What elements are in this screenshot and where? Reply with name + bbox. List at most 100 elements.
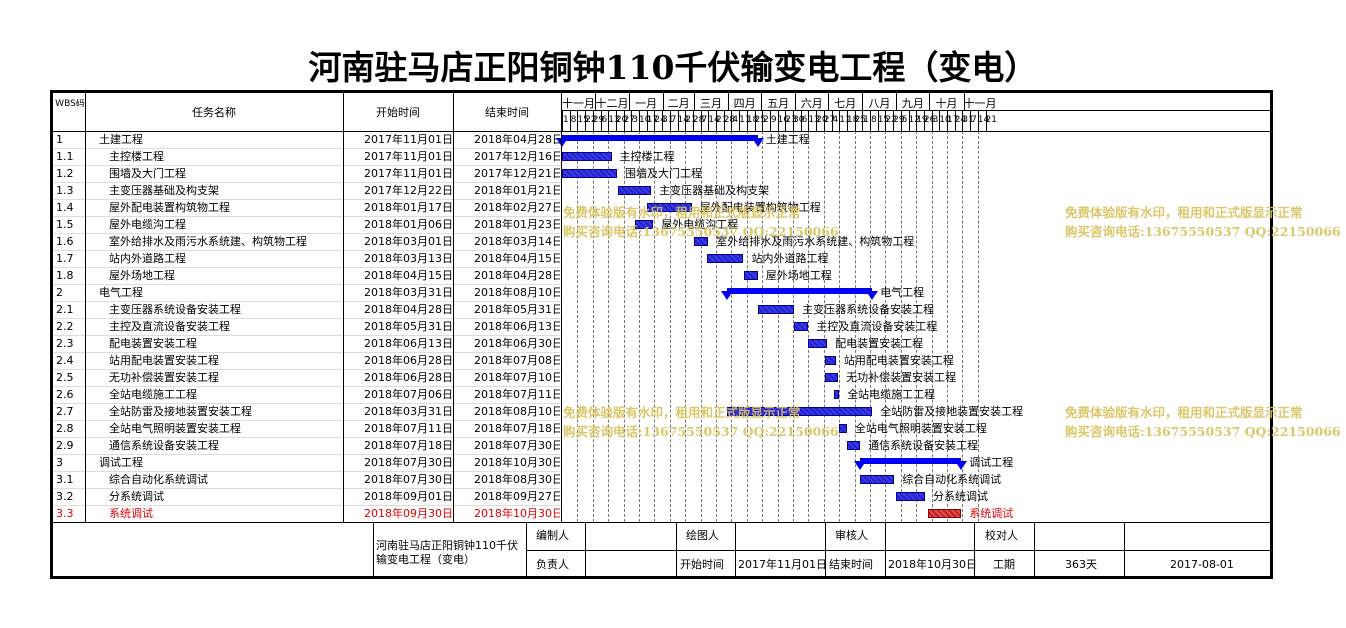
month-divider — [828, 93, 830, 110]
footer-duration-label: 工期 — [993, 558, 1015, 571]
day-divider — [716, 110, 717, 131]
summary-marker — [955, 461, 968, 470]
month-divider — [663, 93, 665, 110]
task-bar — [846, 441, 861, 450]
footer-date-value: 2017-08-01 — [1170, 558, 1234, 571]
task-wbs: 2.6 — [56, 388, 74, 401]
day-tick-label: 31 — [662, 115, 674, 125]
grid-line — [962, 131, 964, 522]
day-divider — [908, 110, 910, 131]
day-tick-label: 6 — [801, 115, 808, 125]
day-divider — [754, 110, 756, 131]
task-bar — [839, 424, 847, 433]
summary-bar — [860, 458, 962, 464]
day-tick-label: 26 — [923, 115, 936, 125]
day-divider — [762, 110, 764, 131]
day-divider — [931, 110, 933, 131]
grid-line — [931, 131, 933, 522]
task-wbs: 1.2 — [56, 167, 74, 180]
day-tick-label: 27 — [623, 115, 636, 125]
row-divider — [53, 216, 561, 217]
bar-label: 屋外场地工程 — [765, 269, 832, 282]
task-end: 2018年07月11日 — [474, 388, 560, 401]
day-divider — [985, 110, 987, 131]
day-tick-label: 4 — [832, 115, 839, 125]
grid-line — [608, 131, 610, 522]
task-end: 2018年07月10日 — [474, 371, 560, 384]
task-start: 2018年07月30日 — [364, 456, 452, 469]
day-divider — [739, 110, 741, 131]
day-divider — [646, 110, 648, 131]
task-name: 屋外配电装置构筑物工程 — [109, 201, 230, 214]
task-bar — [757, 305, 795, 314]
grid-line — [654, 131, 656, 522]
row-divider — [53, 369, 561, 370]
day-tick-label: 21 — [985, 115, 997, 125]
task-end: 2018年07月30日 — [474, 439, 560, 452]
row-divider — [53, 454, 561, 455]
day-divider — [816, 110, 818, 131]
task-bar — [928, 509, 962, 518]
task-start: 2018年01月17日 — [364, 201, 452, 214]
row-divider — [53, 335, 561, 336]
day-tick-label: 31 — [962, 115, 974, 125]
day-tick-label: 5 — [901, 115, 908, 125]
task-bar — [824, 356, 836, 365]
task-name: 分系统调试 — [109, 490, 164, 503]
day-tick-label: 30 — [793, 115, 805, 125]
task-start: 2018年06月28日 — [364, 354, 452, 367]
day-divider — [939, 110, 941, 131]
task-end: 2018年04月28日 — [474, 133, 560, 146]
task-name: 无功补偿装置安装工程 — [109, 371, 219, 384]
task-name: 全站防雷及接地装置安装工程 — [109, 405, 252, 418]
bar-label: 站内外道路工程 — [751, 252, 829, 265]
month-divider — [728, 93, 730, 110]
page-title: 河南驻马店正阳铜钟110千伏输变电工程（变电） — [308, 48, 1038, 87]
row-divider — [53, 199, 561, 200]
task-bar — [562, 169, 617, 178]
month-label: 四月 — [733, 97, 756, 110]
grid-line — [746, 131, 748, 522]
task-bar — [833, 390, 840, 399]
grid-line — [977, 131, 979, 522]
day-tick-label: 14 — [677, 115, 689, 125]
bar-label: 室外给排水及雨污水系统建、构筑物工程 — [716, 235, 915, 248]
day-divider — [685, 110, 687, 131]
task-wbs: 3.3 — [56, 507, 74, 520]
bar-label: 站用配电装置安装工程 — [843, 354, 954, 367]
day-tick-label: 18 — [846, 115, 859, 125]
day-tick-label: 2 — [763, 115, 769, 125]
day-tick-label: 13 — [808, 115, 820, 125]
day-divider — [954, 110, 956, 131]
grid-line — [823, 131, 825, 522]
task-name: 主控楼工程 — [109, 150, 164, 163]
watermark-3: 免费体验版有水印，租用和正式版显示正常 购买咨询电话:13675550537 Q… — [563, 405, 839, 439]
day-tick-label: 20 — [816, 115, 828, 125]
day-divider — [777, 110, 779, 131]
day-divider — [631, 110, 633, 131]
bar-label: 调试工程 — [969, 456, 1014, 469]
task-end: 2018年05月31日 — [474, 303, 560, 316]
task-wbs: 2.8 — [56, 422, 74, 435]
month-divider — [761, 93, 763, 110]
footer-start-value: 2017年11月01日 — [738, 558, 827, 571]
task-wbs: 1.3 — [56, 184, 74, 197]
day-tick-label: 21 — [716, 115, 728, 125]
row-divider — [53, 386, 561, 387]
grid-line — [916, 131, 918, 522]
day-tick-label: 7 — [971, 115, 977, 125]
task-wbs: 1.7 — [56, 252, 74, 265]
footer-reviewer-label: 审核人 — [835, 529, 868, 542]
day-divider — [916, 110, 918, 131]
day-tick-label: 28 — [723, 115, 736, 125]
task-wbs: 3.2 — [56, 490, 74, 503]
task-end: 2018年03月14日 — [474, 235, 560, 248]
day-divider — [800, 110, 802, 131]
task-end: 2018年08月30日 — [474, 473, 560, 486]
day-tick-label: 24 — [654, 115, 666, 125]
grid-line — [947, 131, 948, 522]
task-wbs: 2.5 — [56, 371, 74, 384]
day-tick-label: 14 — [977, 115, 990, 125]
task-start: 2018年03月31日 — [364, 286, 452, 299]
month-label: 八月 — [868, 97, 891, 110]
